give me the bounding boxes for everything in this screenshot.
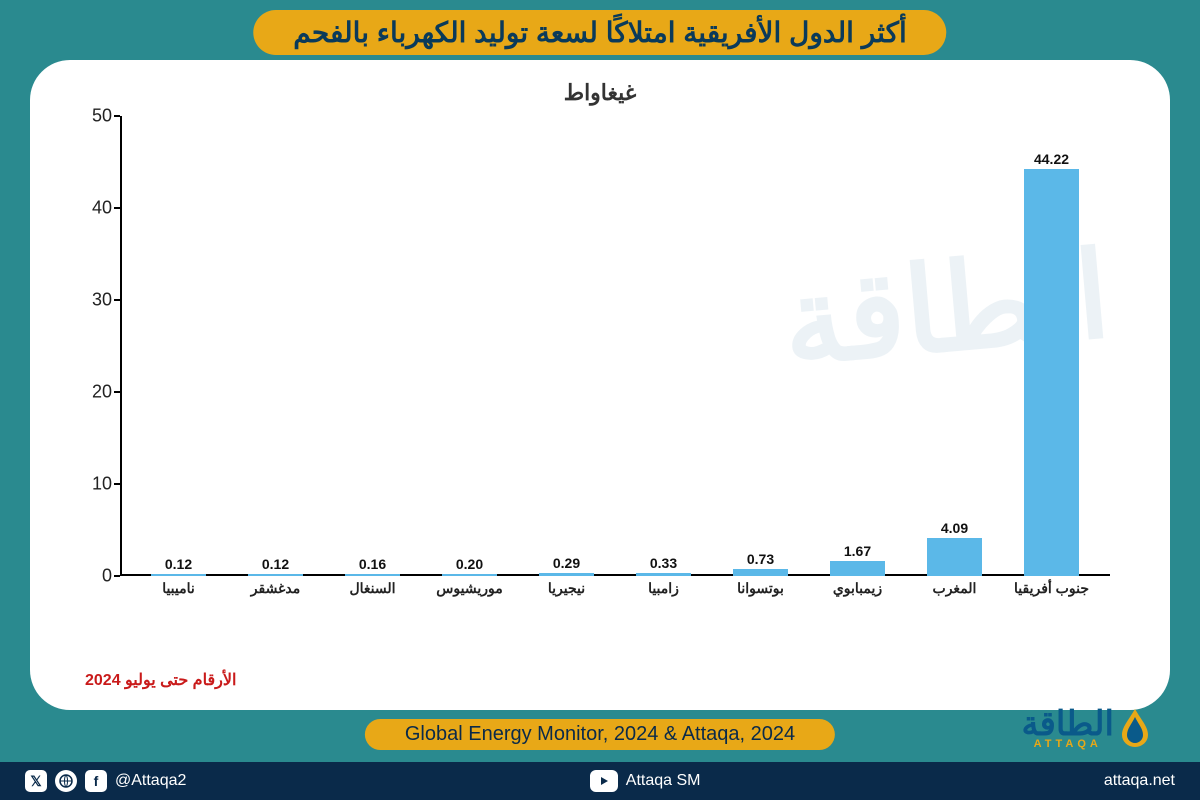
bar (733, 569, 788, 576)
x-category-label: زيمبابوي (813, 576, 903, 616)
y-tick-label: 30 (92, 290, 112, 311)
bar (830, 561, 885, 576)
bar-value-label: 44.22 (1034, 151, 1069, 167)
bar-group: 0.16 (328, 556, 418, 576)
globe-icon (55, 770, 77, 792)
bar-value-label: 0.12 (262, 556, 289, 572)
bar-value-label: 0.20 (456, 556, 483, 572)
bar-group: 0.12 (231, 556, 321, 576)
x-icon: 𝕏 (25, 770, 47, 792)
date-note: الأرقام حتى يوليو 2024 (85, 670, 236, 690)
flame-drop-icon (1120, 707, 1150, 747)
bar-value-label: 0.73 (747, 551, 774, 567)
bar-value-label: 1.67 (844, 543, 871, 559)
bar-value-label: 0.16 (359, 556, 386, 572)
bar-group: 1.67 (813, 543, 903, 576)
logo-subtext: ATTAQA (1021, 738, 1114, 750)
youtube-label: Attaqa SM (626, 772, 701, 790)
x-category-label: جنوب أفريقيا (1007, 576, 1097, 616)
x-category-label: المغرب (910, 576, 1000, 616)
y-tick-label: 50 (92, 106, 112, 127)
x-category-label: ناميبيا (134, 576, 224, 616)
x-category-label: السنغال (328, 576, 418, 616)
y-tick-label: 10 (92, 474, 112, 495)
bar (927, 538, 982, 576)
bar-group: 0.12 (134, 556, 224, 576)
chart-unit-label: غيغاواط (70, 80, 1130, 106)
y-tick-label: 0 (102, 566, 112, 587)
chart-card: الطاقة غيغاواط 01020304050 44.224.091.67… (30, 60, 1170, 710)
bar-group: 44.22 (1007, 151, 1097, 576)
y-tick-label: 40 (92, 198, 112, 219)
x-category-label: موريشيوس (425, 576, 515, 616)
footer-website: attaqa.net (1104, 772, 1175, 790)
bar-value-label: 4.09 (941, 520, 968, 536)
bar-value-label: 0.12 (165, 556, 192, 572)
bar-value-label: 0.33 (650, 555, 677, 571)
x-category-label: بوتسوانا (716, 576, 806, 616)
bar-group: 0.20 (425, 556, 515, 576)
x-category-label: مدغشقر (231, 576, 321, 616)
x-category-label: نيجيريا (522, 576, 612, 616)
bars-container: 44.22 4.09 1.67 0.73 0.33 0.29 0.20 0.16 0.12 0.1… (120, 116, 1110, 576)
bar-group: 0.29 (522, 555, 612, 576)
footer: 𝕏 f @Attaqa2 Attaqa SM attaqa.net (0, 762, 1200, 800)
x-category-label: زامبيا (619, 576, 709, 616)
footer-youtube: Attaqa SM (590, 770, 701, 792)
bar-group: 0.33 (619, 555, 709, 576)
title-banner: أكثر الدول الأفريقية امتلاكًا لسعة توليد… (253, 10, 946, 55)
footer-social: 𝕏 f @Attaqa2 (25, 770, 186, 792)
website-label: attaqa.net (1104, 772, 1175, 790)
brand-logo: الطاقة ATTAQA (1021, 704, 1150, 750)
bar (1024, 169, 1079, 576)
y-axis: 01020304050 (70, 116, 120, 576)
bar-value-label: 0.29 (553, 555, 580, 571)
facebook-icon: f (85, 770, 107, 792)
y-tick-label: 20 (92, 382, 112, 403)
source-banner: Global Energy Monitor, 2024 & Attaqa, 20… (365, 719, 835, 750)
plot-area: 01020304050 44.224.091.670.730.330.290.2… (120, 116, 1110, 616)
social-handle: @Attaqa2 (115, 772, 186, 790)
bar-group: 4.09 (910, 520, 1000, 576)
x-labels: جنوب أفريقياالمغربزيمبابويبوتسوانازامبيا… (120, 576, 1110, 616)
bar-group: 0.73 (716, 551, 806, 576)
youtube-icon (590, 770, 618, 792)
